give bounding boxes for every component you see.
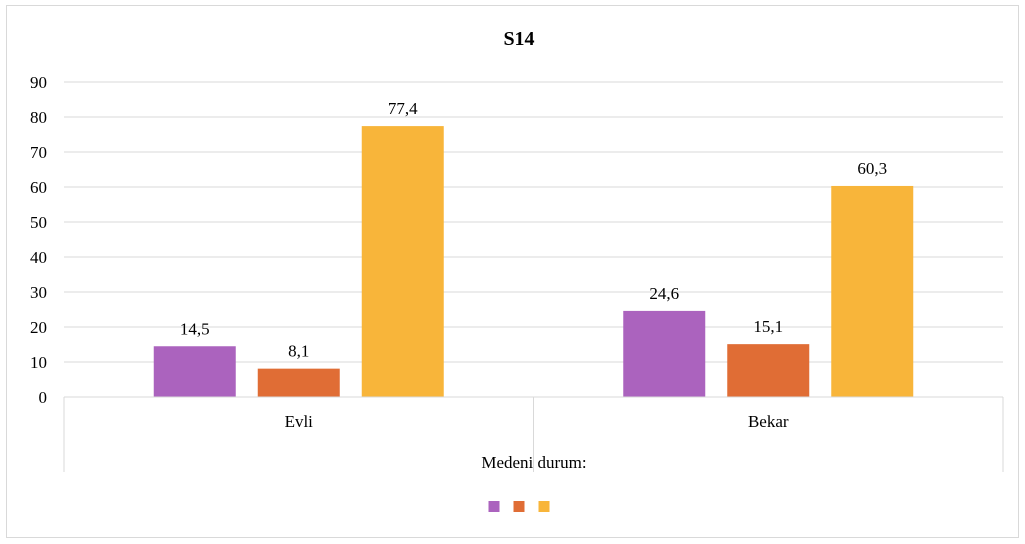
legend [488, 501, 550, 512]
bars [153, 126, 914, 397]
bar [153, 346, 236, 397]
data-label: 60,3 [857, 159, 887, 178]
legend-swatch [488, 501, 500, 512]
y-tick-label: 30 [30, 283, 47, 302]
y-tick-label: 90 [30, 73, 47, 92]
y-tick-label: 20 [30, 318, 47, 337]
data-label: 8,1 [288, 342, 309, 361]
bar [623, 310, 706, 397]
data-label: 14,5 [180, 319, 210, 338]
y-tick-label: 40 [30, 248, 47, 267]
bar [361, 126, 444, 397]
bar [257, 368, 340, 397]
data-label: 15,1 [753, 317, 783, 336]
y-tick-label: 60 [30, 178, 47, 197]
y-tick-label: 50 [30, 213, 47, 232]
data-label: 77,4 [388, 99, 418, 118]
y-tick-label: 70 [30, 143, 47, 162]
data-label: 24,6 [649, 284, 679, 303]
x-tick-label: Bekar [748, 412, 789, 431]
x-tick-label: Evli [285, 412, 314, 431]
y-axis: 0 10 20 30 40 50 60 70 80 90 [30, 73, 47, 407]
bar [831, 185, 914, 397]
legend-swatch [538, 501, 550, 512]
y-tick-label: 10 [30, 353, 47, 372]
legend-swatch [513, 501, 525, 512]
y-tick-label: 0 [39, 388, 48, 407]
chart-title: S14 [503, 28, 534, 50]
bar [727, 344, 810, 397]
x-axis: Evli Bekar [63, 396, 1004, 472]
x-axis-group-label: Medeni durum: [481, 453, 586, 472]
data-labels: 14,5 8,1 77,4 24,6 15,1 60,3 [180, 99, 887, 361]
y-tick-label: 80 [30, 108, 47, 127]
